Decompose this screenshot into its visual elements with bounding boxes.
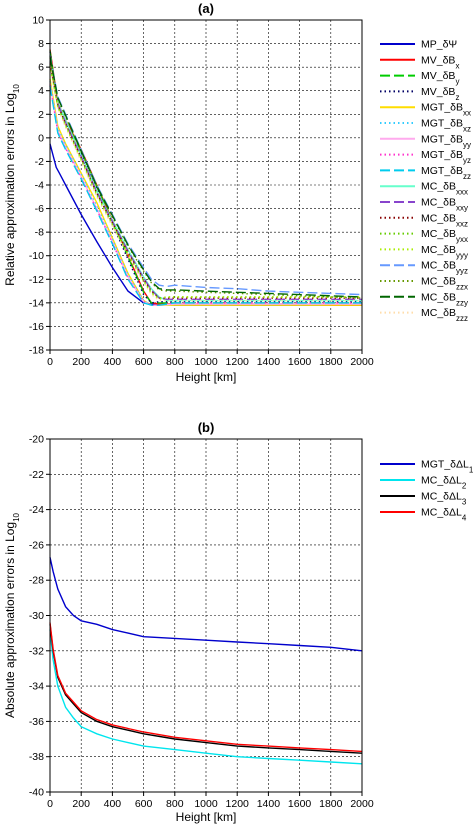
y-tick-label: -28 — [29, 575, 44, 587]
series-line-12 — [49, 64, 362, 299]
y-axis-label: Relative approximation errors in Log10 — [3, 84, 21, 286]
y-tick-label: -38 — [29, 751, 44, 763]
x-tick-label: 200 — [72, 798, 90, 810]
y-tick-label: -20 — [29, 434, 44, 446]
y-tick-label: 4 — [38, 85, 44, 97]
legend-entry: MC_δByxx — [421, 228, 468, 244]
grid — [50, 439, 362, 792]
legend: MP_δΨMV_δBxMV_δByMV_δBzMGT_δBxxMGT_δBxzM… — [380, 39, 471, 323]
legend-entry: MV_δBy — [421, 70, 459, 86]
legend-entry: MC_δBxxy — [421, 197, 468, 213]
x-tick-label: 200 — [72, 356, 90, 368]
legend-entry: MC_δByyz — [421, 260, 468, 276]
legend-entry: MC_δByyy — [421, 244, 468, 260]
y-axis-label: Absolute approximation errors in Log10 — [3, 512, 21, 718]
legend-entry: MP_δΨ — [421, 39, 457, 51]
y-tick-label: -22 — [29, 469, 44, 481]
series-line-17 — [49, 66, 362, 302]
series-line-14 — [49, 55, 363, 296]
y-tick-label: -18 — [29, 345, 44, 357]
x-tick-label: 1000 — [194, 798, 218, 810]
y-tick-label: -6 — [35, 203, 44, 215]
y-tick-label: -24 — [29, 504, 44, 516]
series-line-0 — [49, 557, 363, 652]
legend-entry: MC_δΔL4 — [421, 507, 467, 523]
y-tick-label: -4 — [35, 180, 44, 192]
x-tick-label: 800 — [166, 356, 184, 368]
y-tick-label: -8 — [35, 227, 44, 239]
legend-entry: MC_δBzzz — [421, 307, 468, 323]
legend-entry: MC_δBzzy — [421, 291, 468, 307]
y-tick-label: -36 — [29, 716, 44, 728]
x-axis-label: Height [km] — [176, 370, 237, 384]
x-tick-label: 1000 — [194, 356, 218, 368]
x-tick-label: 400 — [104, 356, 122, 368]
legend-entry: MGT_δBxx — [421, 102, 471, 118]
x-tick-label: 1600 — [288, 798, 312, 810]
legend-entry: MV_δBx — [421, 54, 459, 70]
y-tick-label: 8 — [38, 38, 44, 50]
legend-entry: MGT_δBxz — [421, 118, 471, 134]
grid — [50, 20, 362, 350]
legend-entry: MGT_δΔL1 — [421, 459, 474, 475]
y-tick-label: -10 — [29, 250, 44, 262]
legend-entry: MGT_δByy — [421, 133, 471, 149]
y-tick-label: -16 — [29, 321, 44, 333]
series-line-10 — [49, 62, 362, 300]
y-tick-label: 2 — [38, 109, 44, 121]
series-line-3 — [49, 622, 363, 753]
x-tick-label: 0 — [47, 798, 53, 810]
x-tick-label: 2000 — [350, 356, 374, 368]
y-tick-label: -14 — [29, 297, 44, 309]
chart-panel-0: 0 200 400 600 800 1000 1200 1400 1600 1800 2000 -18… — [3, 1, 471, 384]
legend-entry: MGT_δByz — [421, 149, 471, 165]
x-tick-label: 400 — [104, 798, 122, 810]
y-tick-label: 0 — [38, 132, 44, 144]
y-tick-label: -26 — [29, 539, 44, 551]
y-tick-label: -12 — [29, 274, 44, 286]
x-tick-label: 1800 — [319, 356, 343, 368]
y-tick-label: -2 — [35, 156, 44, 168]
y-tick-label: 10 — [32, 15, 44, 27]
chart-panel-1: 0 200 400 600 800 1000 1200 1400 1600 1800 2000 -40… — [3, 420, 474, 824]
y-tick-label: -40 — [29, 787, 44, 799]
series-line-1 — [49, 629, 363, 765]
x-tick-label: 1600 — [288, 356, 312, 368]
series-line-3 — [49, 51, 362, 304]
y-tick-label: 6 — [38, 62, 44, 74]
y-tick-label: -34 — [29, 681, 44, 693]
chart-title: (b) — [198, 420, 215, 435]
chart-title: (a) — [198, 1, 214, 16]
legend-entry: MGT_δBzz — [421, 165, 471, 181]
x-tick-label: 0 — [47, 356, 53, 368]
x-tick-label: 1400 — [257, 798, 281, 810]
series-line-15 — [49, 57, 363, 299]
x-tick-label: 1800 — [319, 798, 343, 810]
x-axis-label: Height [km] — [176, 810, 237, 824]
series-line-8 — [49, 85, 362, 306]
y-tick-label: -32 — [29, 645, 44, 657]
x-tick-label: 600 — [135, 356, 153, 368]
series-line-16 — [49, 56, 363, 298]
x-tick-label: 800 — [166, 798, 184, 810]
legend-entry: MC_δΔL3 — [421, 491, 467, 507]
legend-entry: MC_δBxxx — [421, 181, 468, 197]
x-tick-label: 1200 — [226, 356, 250, 368]
legend-entry: MC_δBzzx — [421, 276, 468, 292]
legend-entry: MC_δBxxz — [421, 212, 468, 228]
legend-entry: MV_δBz — [421, 86, 459, 102]
y-tick-label: -30 — [29, 610, 44, 622]
legend-entry: MC_δΔL2 — [421, 475, 467, 491]
x-tick-label: 600 — [135, 798, 153, 810]
x-tick-label: 1400 — [257, 356, 281, 368]
x-tick-label: 2000 — [350, 798, 374, 810]
x-tick-label: 1200 — [226, 798, 250, 810]
